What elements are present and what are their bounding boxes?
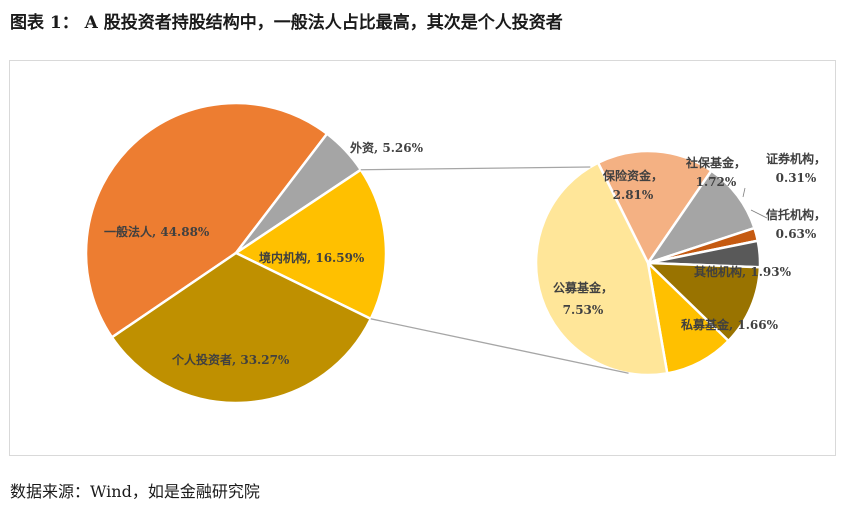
sub-slice-1 — [644, 168, 756, 266]
sub-label-3: 信托机构， — [766, 207, 826, 222]
sub-label-value-2: 0.31% — [776, 171, 817, 185]
leader-line-1 — [750, 209, 768, 219]
connector-line-top — [360, 166, 591, 171]
figure-title: 图表 1： A 股投资者持股结构中，一般法人占比最高，其次是个人投资者 — [10, 13, 563, 33]
main-label-3: 个人投资者, 33.27% — [171, 352, 290, 367]
sub-label-value-3: 0.63% — [776, 227, 817, 241]
sub-label-value-6: 7.53% — [563, 303, 604, 317]
sub-label-1: 社保基金， — [685, 155, 746, 170]
sub-label-0: 保险资金， — [602, 168, 663, 183]
sub-label-2: 证券机构， — [766, 151, 826, 166]
main-label-1: 外资, 5.26% — [350, 140, 424, 155]
main-slice-0 — [84, 101, 329, 340]
sub-slice-0 — [596, 149, 714, 266]
sub-label-value-1: 1.72% — [696, 175, 737, 189]
main-slice-3 — [110, 251, 373, 405]
main-label-0: 一般法人, 44.88% — [104, 224, 210, 239]
connector-line-bottom — [370, 318, 629, 374]
sub-label-4: 其他机构, 1.93% — [694, 264, 792, 279]
main-slice-2 — [233, 168, 388, 321]
main-label-2: 境内机构, 16.59% — [259, 250, 365, 265]
sub-label-6: 公募基金， — [553, 280, 613, 295]
figure-source: 数据来源：Wind，如是金融研究院 — [10, 482, 260, 501]
sub-label-value-0: 2.81% — [613, 188, 654, 202]
sub-slice-4 — [644, 261, 762, 343]
sub-label-5: 私募基金, 1.66% — [680, 317, 779, 332]
leader-line-0 — [742, 187, 746, 198]
